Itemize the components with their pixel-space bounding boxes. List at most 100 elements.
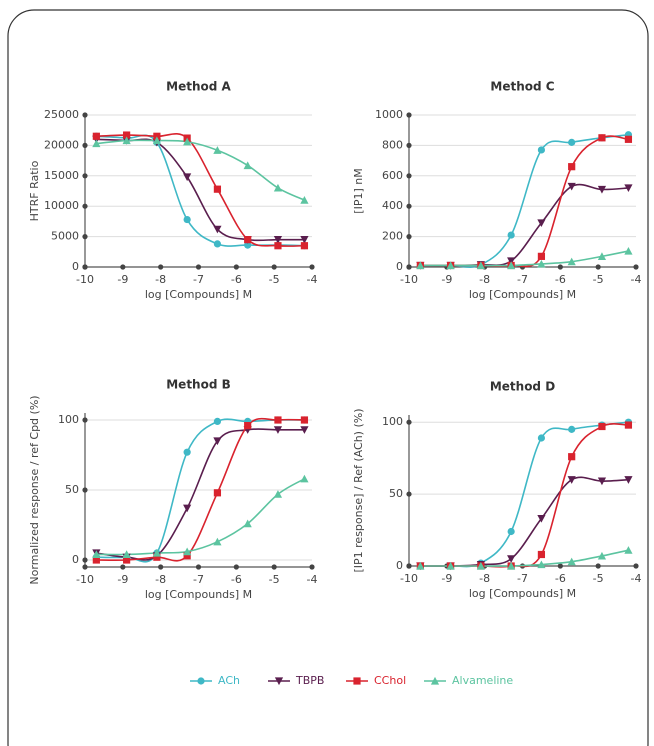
y-tick-label: 1000 [375, 108, 403, 121]
marker [274, 677, 284, 686]
x-axis-label: log [Compounds] M [145, 588, 252, 601]
x-tick [120, 564, 126, 570]
marker [537, 259, 546, 268]
y-tick-label: 100 [382, 415, 403, 428]
y-tick-label: 15000 [44, 169, 79, 182]
marker [152, 548, 161, 557]
y-tick-label: 200 [382, 230, 403, 243]
marker [537, 550, 546, 559]
marker [537, 560, 546, 569]
x-tick [271, 264, 277, 270]
y-tick [406, 142, 412, 148]
x-axis-label: log [Compounds] M [145, 288, 252, 301]
y-tick [406, 234, 412, 240]
x-tick-label: -7 [193, 573, 204, 586]
y-tick-label: 400 [382, 199, 403, 212]
x-tick [406, 264, 412, 270]
x-tick [595, 264, 601, 270]
marker [197, 677, 205, 685]
y-tick-label: 100 [58, 413, 79, 426]
y-tick [82, 417, 88, 423]
y-tick-label: 25000 [44, 108, 79, 121]
x-tick-label: -5 [269, 573, 280, 586]
marker [243, 161, 252, 170]
marker [152, 136, 161, 145]
x-tick-label: -6 [231, 573, 242, 586]
marker [597, 477, 607, 486]
y-tick [82, 557, 88, 563]
marker [507, 261, 516, 270]
x-tick [233, 564, 239, 570]
y-tick-label: 50 [65, 483, 79, 496]
fit-curve [96, 138, 305, 242]
y-tick-label: 20000 [44, 138, 79, 151]
legend-label: CChol [374, 674, 406, 687]
marker [122, 136, 131, 145]
marker [567, 257, 576, 266]
marker [567, 476, 576, 484]
marker [537, 219, 546, 228]
marker [446, 561, 455, 570]
marker [624, 546, 633, 554]
x-tick-label: -6 [231, 273, 242, 286]
legend-label: ACh [218, 674, 240, 687]
marker [567, 182, 576, 191]
x-tick [557, 264, 563, 270]
x-tick [195, 564, 202, 570]
x-tick [120, 264, 126, 270]
x-tick-label: -10 [400, 273, 418, 286]
y-axis-label: [IP1 response] / Ref (ACh) (%) [352, 408, 365, 572]
x-tick [82, 564, 88, 570]
marker [213, 225, 222, 234]
x-tick [406, 563, 412, 569]
marker [568, 453, 576, 461]
marker [300, 236, 309, 244]
marker [476, 261, 485, 270]
marker [213, 417, 222, 425]
marker [183, 215, 191, 224]
marker [446, 261, 455, 270]
marker [624, 135, 633, 143]
x-axis-label: log [Compounds] M [469, 288, 576, 301]
marker [183, 547, 192, 556]
marker [183, 448, 191, 456]
marker [537, 252, 546, 260]
x-tick-label: -8 [479, 273, 490, 286]
y-tick-label: 800 [382, 138, 403, 151]
marker [273, 236, 283, 244]
y-tick [82, 234, 88, 240]
x-tick-label: -5 [269, 273, 280, 286]
x-tick-label: -5 [593, 273, 604, 286]
marker [153, 553, 161, 561]
x-tick [633, 264, 639, 270]
marker [123, 556, 131, 564]
x-tick-label: -7 [517, 572, 528, 585]
x-tick [158, 564, 164, 570]
y-tick-label: 0 [396, 559, 403, 572]
marker [597, 551, 607, 560]
y-tick [82, 173, 88, 179]
frame [7, 9, 649, 746]
marker [273, 490, 283, 498]
x-tick-label: -9 [117, 573, 128, 586]
marker [300, 242, 309, 250]
marker [244, 241, 252, 249]
marker [507, 257, 516, 266]
x-tick [271, 564, 277, 570]
marker [300, 474, 309, 483]
marker [624, 476, 633, 484]
marker [300, 196, 309, 204]
marker [430, 676, 440, 685]
fit-curve [96, 132, 305, 247]
marker [624, 246, 633, 255]
x-tick-label: -6 [555, 273, 566, 286]
marker [568, 425, 576, 433]
marker [274, 242, 282, 250]
y-axis-label: HTRF Ratio [28, 160, 41, 221]
chart-title: Method D [490, 380, 555, 394]
y-tick-label: 10000 [44, 199, 79, 212]
marker [416, 561, 425, 570]
chart-title: Method B [166, 378, 231, 392]
marker [597, 185, 607, 194]
